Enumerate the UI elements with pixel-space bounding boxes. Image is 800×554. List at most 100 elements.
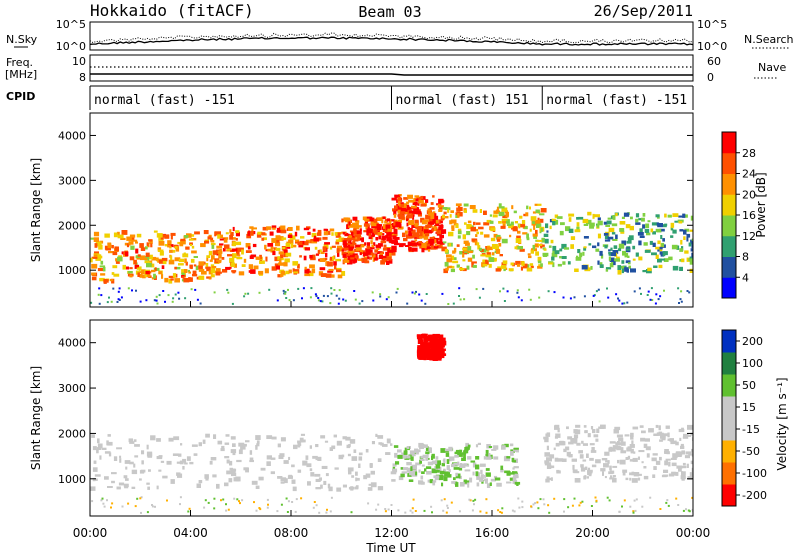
power-colorbar-swatch: [722, 256, 736, 278]
velocity-echo-cell: [518, 506, 521, 509]
velocity-echo-cell: [486, 453, 490, 457]
power-echo-cell: [232, 226, 235, 232]
power-echo-cell: [611, 232, 616, 235]
power-echo-cell: [116, 301, 119, 303]
velocity-echo-cell: [570, 438, 575, 443]
velocity-echo-cell: [377, 486, 384, 491]
velocity-echo-cell: [123, 475, 128, 479]
power-echo-cell: [199, 302, 202, 305]
power-echo-cell: [90, 237, 96, 240]
power-echo-cell: [485, 246, 488, 250]
velocity-echo-cell: [501, 507, 504, 510]
velocity-echo-cell: [571, 504, 574, 507]
velocity-echo-cell: [125, 478, 129, 481]
power-echo-cell: [208, 250, 213, 256]
power-echo-cell: [213, 291, 216, 294]
velocity-echo-cell: [293, 444, 298, 450]
velocity-echo-cell: [349, 439, 356, 444]
velocity-echo-cell: [266, 461, 271, 466]
power-echo-cell: [462, 268, 467, 272]
velocity-echo-cell: [187, 510, 190, 513]
power-echo-cell: [266, 226, 272, 230]
velocity-echo-cell: [652, 453, 658, 456]
power-echo-cell: [288, 299, 291, 302]
power-echo-cell: [476, 242, 480, 246]
power-echo-cell: [442, 214, 445, 219]
power-echo-cell: [258, 270, 264, 275]
velocity-echo-cell: [228, 478, 233, 483]
power-echo-cell: [178, 263, 184, 266]
power-echo-cell: [282, 246, 286, 250]
velocity-echo-cell: [491, 448, 497, 451]
power-echo-cell: [113, 273, 120, 277]
power-echo-cell: [238, 271, 245, 276]
velocity-echo-cell: [111, 480, 115, 484]
power-echo-cell: [153, 273, 156, 279]
power-echo-cell: [394, 240, 398, 246]
velocity-echo-cell: [504, 455, 509, 458]
velocity-echo-cell: [347, 453, 351, 457]
velocity-echo-cell: [419, 336, 422, 339]
power-echo-cell: [425, 293, 428, 295]
velocity-echo-cell: [624, 434, 630, 437]
power-echo-cell: [647, 267, 652, 272]
power-echo-cell: [533, 235, 537, 239]
velocity-echo-cell: [488, 453, 491, 458]
velocity-echo-cell: [432, 336, 438, 342]
power-echo-cell: [97, 268, 103, 272]
velocity-echo-cell: [574, 429, 581, 435]
velocity-echo-cell: [415, 471, 418, 476]
velocity-echo-cell: [425, 353, 430, 358]
power-echo-cell: [117, 298, 120, 301]
velocity-echo-cell: [612, 477, 617, 483]
power-echo-cell: [520, 299, 523, 302]
power-echo-cell: [651, 299, 654, 301]
power-echo-cell: [510, 221, 514, 226]
velocity-echo-cell: [595, 499, 598, 502]
velocity-echo-cell: [590, 426, 594, 430]
power-echo-cell: [330, 292, 333, 295]
velocity-echo-cell: [128, 438, 133, 443]
power-echo-cell: [528, 255, 532, 259]
power-echo-cell: [440, 205, 444, 208]
power-echo-cell: [619, 221, 626, 225]
power-echo-cell: [543, 233, 549, 237]
velocity-echo-cell: [521, 506, 524, 509]
power-echo-cell: [399, 214, 405, 220]
power-echo-cell: [284, 258, 290, 263]
power-echo-cell: [690, 239, 693, 245]
power-echo-cell: [428, 212, 434, 216]
power-echo-cell: [355, 255, 358, 260]
velocity-echo-cell: [485, 511, 488, 514]
power-echo-cell: [434, 238, 439, 243]
velocity-echo-cell: [621, 505, 623, 508]
power-echo-cell: [174, 246, 178, 249]
power-echo-cell: [167, 244, 171, 248]
power-echo-cell: [448, 231, 454, 237]
power-echo-cell: [411, 214, 415, 217]
velocity-echo-cell: [365, 449, 369, 453]
velocity-echo-cell: [207, 501, 210, 504]
velocity-echo-cell: [314, 473, 321, 477]
velocity-echo-cell: [291, 464, 295, 468]
power-echo-cell: [408, 247, 412, 252]
power-echo-cell: [447, 265, 453, 269]
power-echo-cell: [378, 243, 383, 247]
power-echo-cell: [539, 244, 545, 247]
power-echo-cell: [488, 246, 493, 251]
power-echo-cell: [394, 205, 398, 210]
velocity-echo-cell: [305, 455, 309, 460]
velocity-echo-cell: [653, 466, 657, 470]
power-echo-cell: [443, 268, 448, 274]
velocity-echo-cell: [230, 436, 236, 440]
velocity-echo-cell: [367, 502, 370, 505]
power-colorbar-tick-label: 4: [742, 271, 749, 284]
power-echo-cell: [271, 225, 277, 229]
velocity-echo-cell: [587, 467, 591, 472]
velocity-echo-cell: [611, 447, 616, 452]
velocity-echo-cell: [537, 507, 540, 510]
velocity-echo-cell: [421, 471, 425, 474]
velocity-echo-cell: [271, 436, 277, 440]
velocity-echo-cell: [644, 438, 650, 442]
power-echo-cell: [656, 222, 660, 226]
